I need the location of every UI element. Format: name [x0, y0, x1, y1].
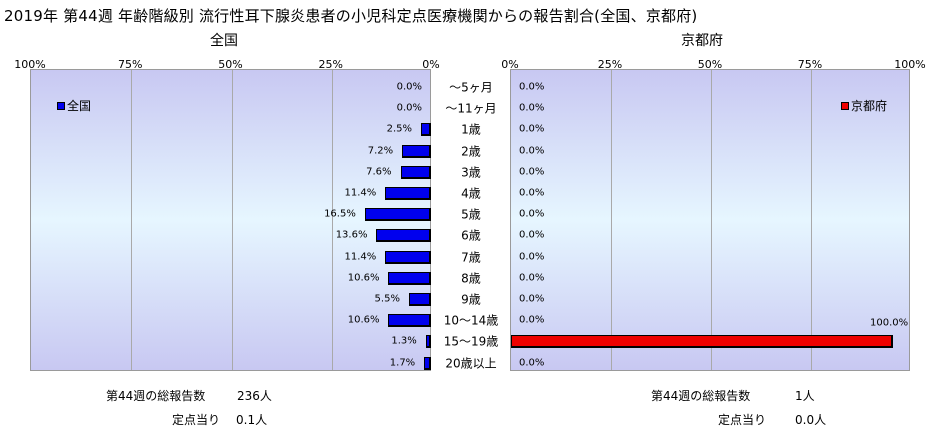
national-value-label: 5.5% — [374, 293, 400, 305]
national-value-label: 11.4% — [344, 251, 377, 263]
national-bar — [420, 123, 431, 137]
age-category-label: ～5ヶ月 — [449, 80, 493, 95]
kyoto-axis-tick-label: 50% — [697, 58, 723, 71]
kyoto-bar — [511, 335, 893, 349]
national-value-label: 13.6% — [335, 229, 368, 241]
national-value-label: 11.4% — [344, 187, 377, 199]
national-bar — [408, 293, 431, 306]
national-per-value: 0.1人 — [236, 413, 268, 427]
national-plot-area: 全国 — [30, 69, 431, 371]
chart-title: 2019年 第44週 年齢階級別 流行性耳下腺炎患者の小児科定点医療機関からの報… — [4, 7, 698, 25]
kyoto-legend-label: 京都府 — [850, 99, 887, 113]
national-bar — [400, 165, 431, 179]
national-total-label: 第44週の総報告数 — [106, 389, 206, 403]
national-bar — [385, 187, 431, 200]
kyoto-total-value: 1人 — [795, 389, 815, 403]
national-total-value: 236人 — [237, 389, 272, 403]
age-category-label: 1歳 — [461, 122, 481, 137]
kyoto-value-label: 0.0% — [519, 123, 545, 135]
national-gridline — [231, 70, 233, 370]
national-axis-tick-label: 100% — [14, 58, 46, 71]
kyoto-per-value: 0.0人 — [795, 413, 827, 427]
national-legend: 全国 — [57, 97, 91, 114]
national-value-label: 0.0% — [396, 81, 422, 93]
kyoto-value-label: 0.0% — [519, 102, 545, 114]
kyoto-value-label: 0.0% — [519, 166, 545, 178]
kyoto-axis-tick-label: 0% — [501, 58, 519, 71]
kyoto-gridline — [811, 70, 812, 370]
national-axis-tick-label: 50% — [218, 58, 243, 71]
kyoto-axis-tick-label: 75% — [797, 58, 823, 71]
national-bar — [385, 250, 431, 264]
age-category-label: 10～14歳 — [443, 313, 499, 328]
kyoto-per-label: 定点当り — [718, 413, 767, 427]
kyoto-value-label: 0.0% — [519, 251, 545, 263]
national-axis-tick-label: 0% — [422, 58, 440, 71]
kyoto-total-label: 第44週の総報告数 — [651, 389, 751, 403]
kyoto-value-label: 100.0% — [870, 317, 909, 329]
age-category-label: 5歳 — [461, 207, 481, 222]
age-category-label: 6歳 — [461, 228, 481, 243]
national-bar — [388, 314, 431, 328]
kyoto-value-label: 0.0% — [519, 81, 545, 93]
national-legend-label: 全国 — [67, 99, 92, 113]
kyoto-gridline — [611, 70, 612, 370]
age-category-label: 15～19歳 — [443, 334, 499, 349]
kyoto-subtitle: 京都府 — [681, 33, 723, 49]
national-axis-tick-label: 25% — [318, 58, 343, 71]
national-gridline — [131, 70, 133, 370]
kyoto-value-label: 0.0% — [519, 272, 545, 284]
kyoto-legend-swatch — [840, 101, 849, 110]
age-category-label: 8歳 — [461, 271, 481, 286]
national-subtitle: 全国 — [210, 33, 238, 49]
national-value-label: 2.5% — [386, 123, 412, 135]
age-category-label: 4歳 — [461, 186, 481, 201]
national-bar — [376, 229, 431, 243]
national-value-label: 1.3% — [391, 335, 417, 347]
national-bar — [424, 356, 431, 370]
age-category-label: 2歳 — [461, 144, 481, 159]
kyoto-axis-tick-label: 100% — [894, 58, 926, 71]
age-category-label: ～11ヶ月 — [445, 101, 497, 116]
national-gridline — [331, 70, 333, 370]
kyoto-value-label: 0.0% — [519, 187, 545, 199]
national-bar — [402, 144, 431, 158]
kyoto-gridline — [711, 70, 712, 370]
age-category-label: 20歳以上 — [445, 356, 497, 371]
kyoto-value-label: 0.0% — [519, 145, 545, 157]
age-category-label: 3歳 — [461, 165, 481, 180]
kyoto-value-label: 0.0% — [519, 208, 545, 220]
national-value-label: 1.7% — [389, 357, 416, 369]
national-bar — [425, 335, 431, 349]
kyoto-plot-area: 京都府 — [510, 69, 910, 371]
national-value-label: 10.6% — [347, 272, 380, 284]
kyoto-value-label: 0.0% — [519, 314, 545, 326]
national-value-label: 10.6% — [347, 314, 380, 326]
kyoto-axis-tick-label: 25% — [597, 58, 623, 71]
kyoto-legend: 京都府 — [840, 97, 887, 114]
kyoto-value-label: 0.0% — [519, 357, 545, 369]
age-category-label: 7歳 — [461, 250, 481, 265]
national-value-label: 0.0% — [396, 102, 422, 114]
national-value-label: 16.5% — [324, 208, 356, 220]
age-category-label: 9歳 — [461, 292, 481, 307]
kyoto-value-label: 0.0% — [519, 229, 545, 241]
national-per-label: 定点当り — [172, 413, 221, 427]
national-bar — [364, 208, 431, 222]
national-axis-tick-label: 75% — [118, 58, 143, 71]
kyoto-value-label: 0.0% — [519, 293, 545, 305]
national-value-label: 7.2% — [367, 145, 394, 157]
national-legend-swatch — [57, 101, 65, 110]
national-bar — [388, 271, 431, 285]
national-value-label: 7.6% — [366, 166, 392, 178]
